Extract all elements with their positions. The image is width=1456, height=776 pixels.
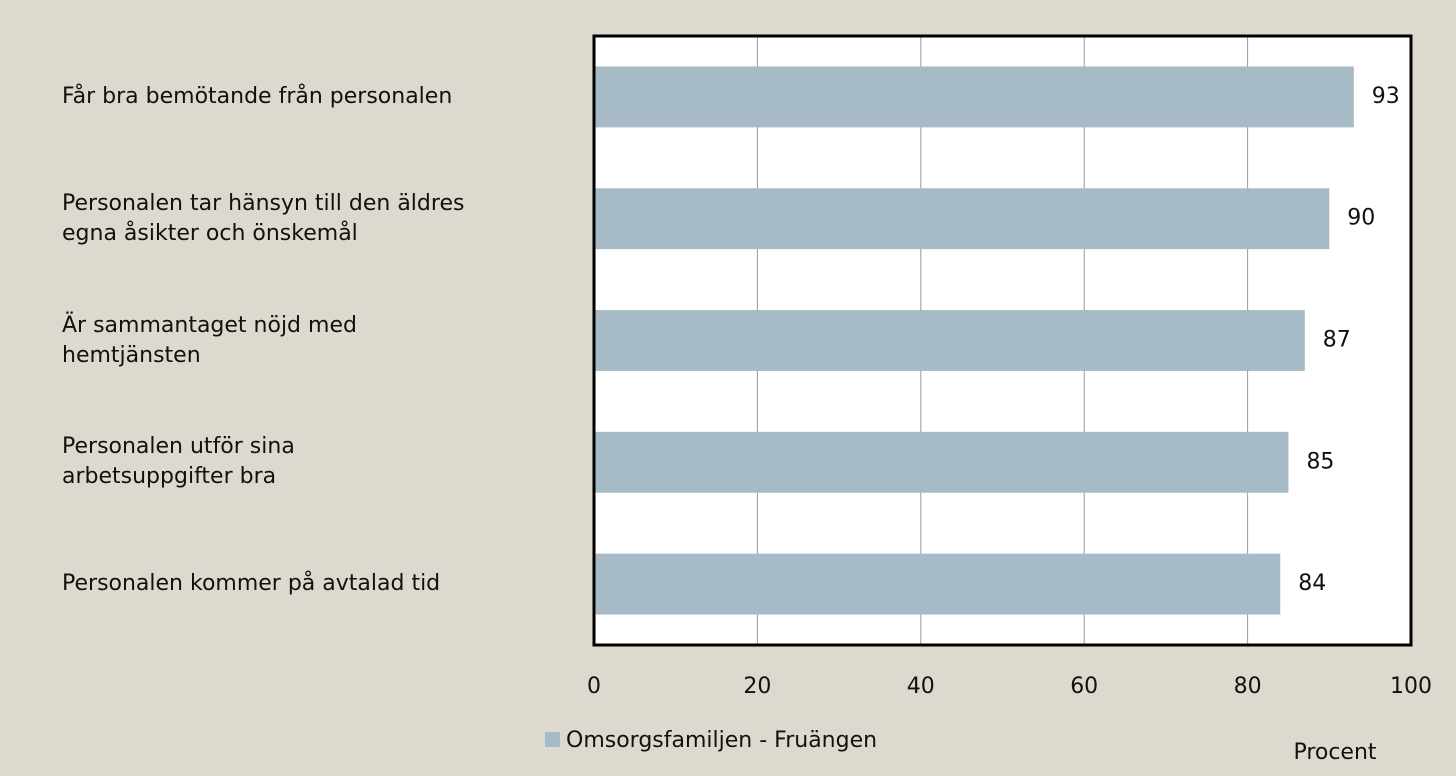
bar [594, 188, 1330, 250]
legend-label: Omsorgsfamiljen - Fruängen [566, 728, 877, 753]
category-label: Personalen utför sina arbetsuppgifter br… [62, 434, 295, 490]
x-tick-label: 40 [907, 674, 935, 699]
category-label: Personalen kommer på avtalad tid [62, 571, 441, 597]
data-label: 84 [1298, 571, 1326, 596]
category-label: Får bra bemötande från personalen [62, 83, 453, 109]
data-label: 90 [1347, 206, 1375, 231]
category-label: Är sammantaget nöjd med hemtjänsten [62, 312, 357, 368]
x-tick-label: 0 [587, 674, 601, 699]
x-tick-label: 60 [1070, 674, 1098, 699]
category-label: Personalen tar hänsyn till den äldres eg… [62, 190, 465, 246]
bar [594, 553, 1281, 615]
bar [594, 431, 1289, 493]
x-tick-label: 20 [743, 674, 771, 699]
bar [594, 66, 1354, 128]
data-label: 87 [1323, 328, 1351, 353]
x-axis-label: Procent [1293, 740, 1376, 765]
data-label: 93 [1372, 84, 1400, 109]
x-tick-label: 100 [1390, 674, 1432, 699]
plot-border [592, 34, 1413, 647]
legend-swatch [545, 732, 560, 747]
x-tick-label: 80 [1234, 674, 1262, 699]
bar [594, 310, 1305, 371]
data-label: 85 [1306, 449, 1334, 474]
